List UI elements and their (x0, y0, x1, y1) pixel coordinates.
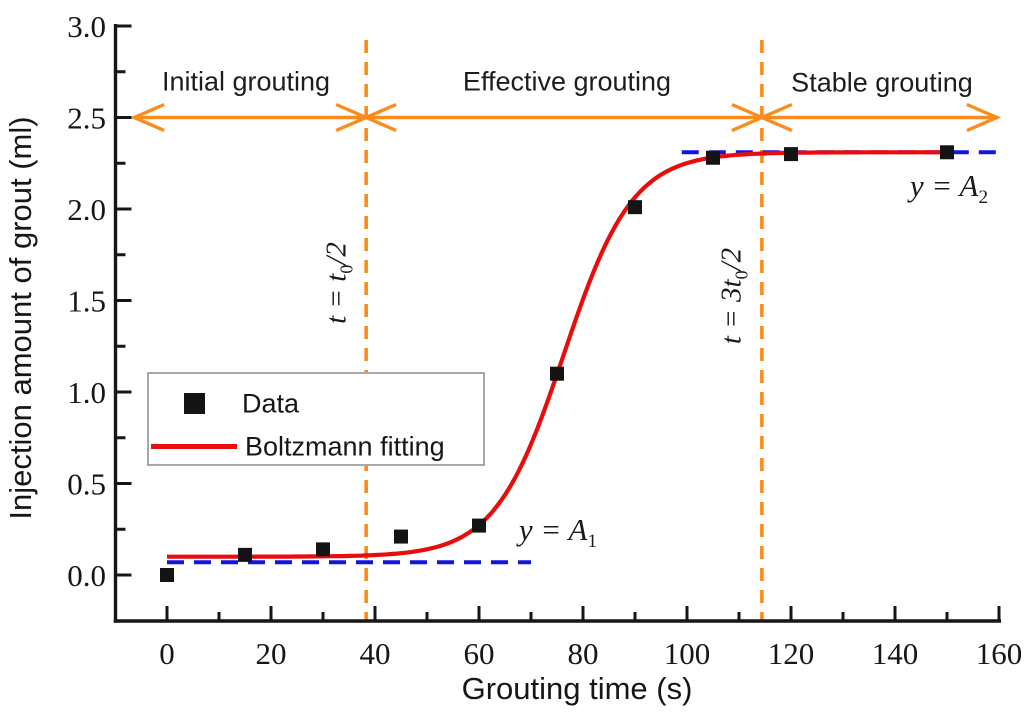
legend-fit-line-sample (151, 444, 237, 449)
data-point-5 (550, 366, 564, 381)
x-tick-label-0: 0 (159, 636, 175, 671)
t-half-label-sub: 0 (336, 264, 357, 274)
data-point-4 (472, 518, 486, 533)
x-tick-label-160: 160 (976, 636, 1023, 671)
phase-arrow-head-left-3 (757, 102, 793, 133)
data-point-9 (940, 145, 954, 160)
a2-label-text: y = A (909, 168, 979, 203)
y-tick-label-3.0: 3.0 (67, 9, 106, 44)
data-point-8 (784, 147, 798, 162)
y-tick-label-0.0: 0.0 (67, 558, 106, 593)
legend: Data Boltzmann fitting (147, 372, 485, 466)
a1-label-sub: 1 (587, 531, 598, 553)
x-tick-label-120: 120 (768, 636, 815, 671)
x-tick-label-140: 140 (872, 636, 919, 671)
data-point-0 (160, 568, 174, 582)
x-tick-label-20: 20 (256, 636, 287, 671)
phase-arrow-head-left-2 (361, 102, 397, 133)
data-point-6 (628, 200, 642, 215)
x-tick-label-100: 100 (664, 636, 711, 671)
t-three-half-label-sub: 0 (731, 270, 752, 280)
t-three-half-label-text: t = 3t (715, 279, 748, 345)
x-tick-label-60: 60 (464, 636, 495, 671)
phase-arrow-head-right-3 (966, 102, 1002, 133)
data-point-7 (706, 150, 720, 165)
y-tick-label-1.5: 1.5 (67, 284, 106, 319)
legend-data-marker (184, 393, 205, 414)
y-tick-label-0.5: 0.5 (67, 467, 106, 502)
a1-label-text: y = A (518, 512, 588, 547)
y-tick-label-2.0: 2.0 (67, 192, 106, 227)
t-three-half-label-post: /2 (715, 247, 748, 271)
t-half-label-text: t = t (320, 273, 353, 324)
boltzmann-curve (167, 150, 944, 559)
a2-label-sub: 2 (978, 187, 989, 209)
data-point-2 (316, 542, 330, 557)
x-tick-label-40: 40 (360, 636, 391, 671)
y-tick-label-2.5: 2.5 (67, 101, 106, 136)
t-half-label-post: /2 (320, 242, 353, 265)
y-tick-label-1.0: 1.0 (67, 375, 106, 410)
legend-fit-label: Boltzmann fitting (245, 431, 445, 462)
data-point-1 (238, 547, 252, 562)
data-point-3 (394, 529, 408, 544)
legend-data-label: Data (242, 388, 300, 419)
x-tick-label-80: 80 (568, 636, 599, 671)
phase-arrow-head-left-1 (129, 102, 165, 133)
